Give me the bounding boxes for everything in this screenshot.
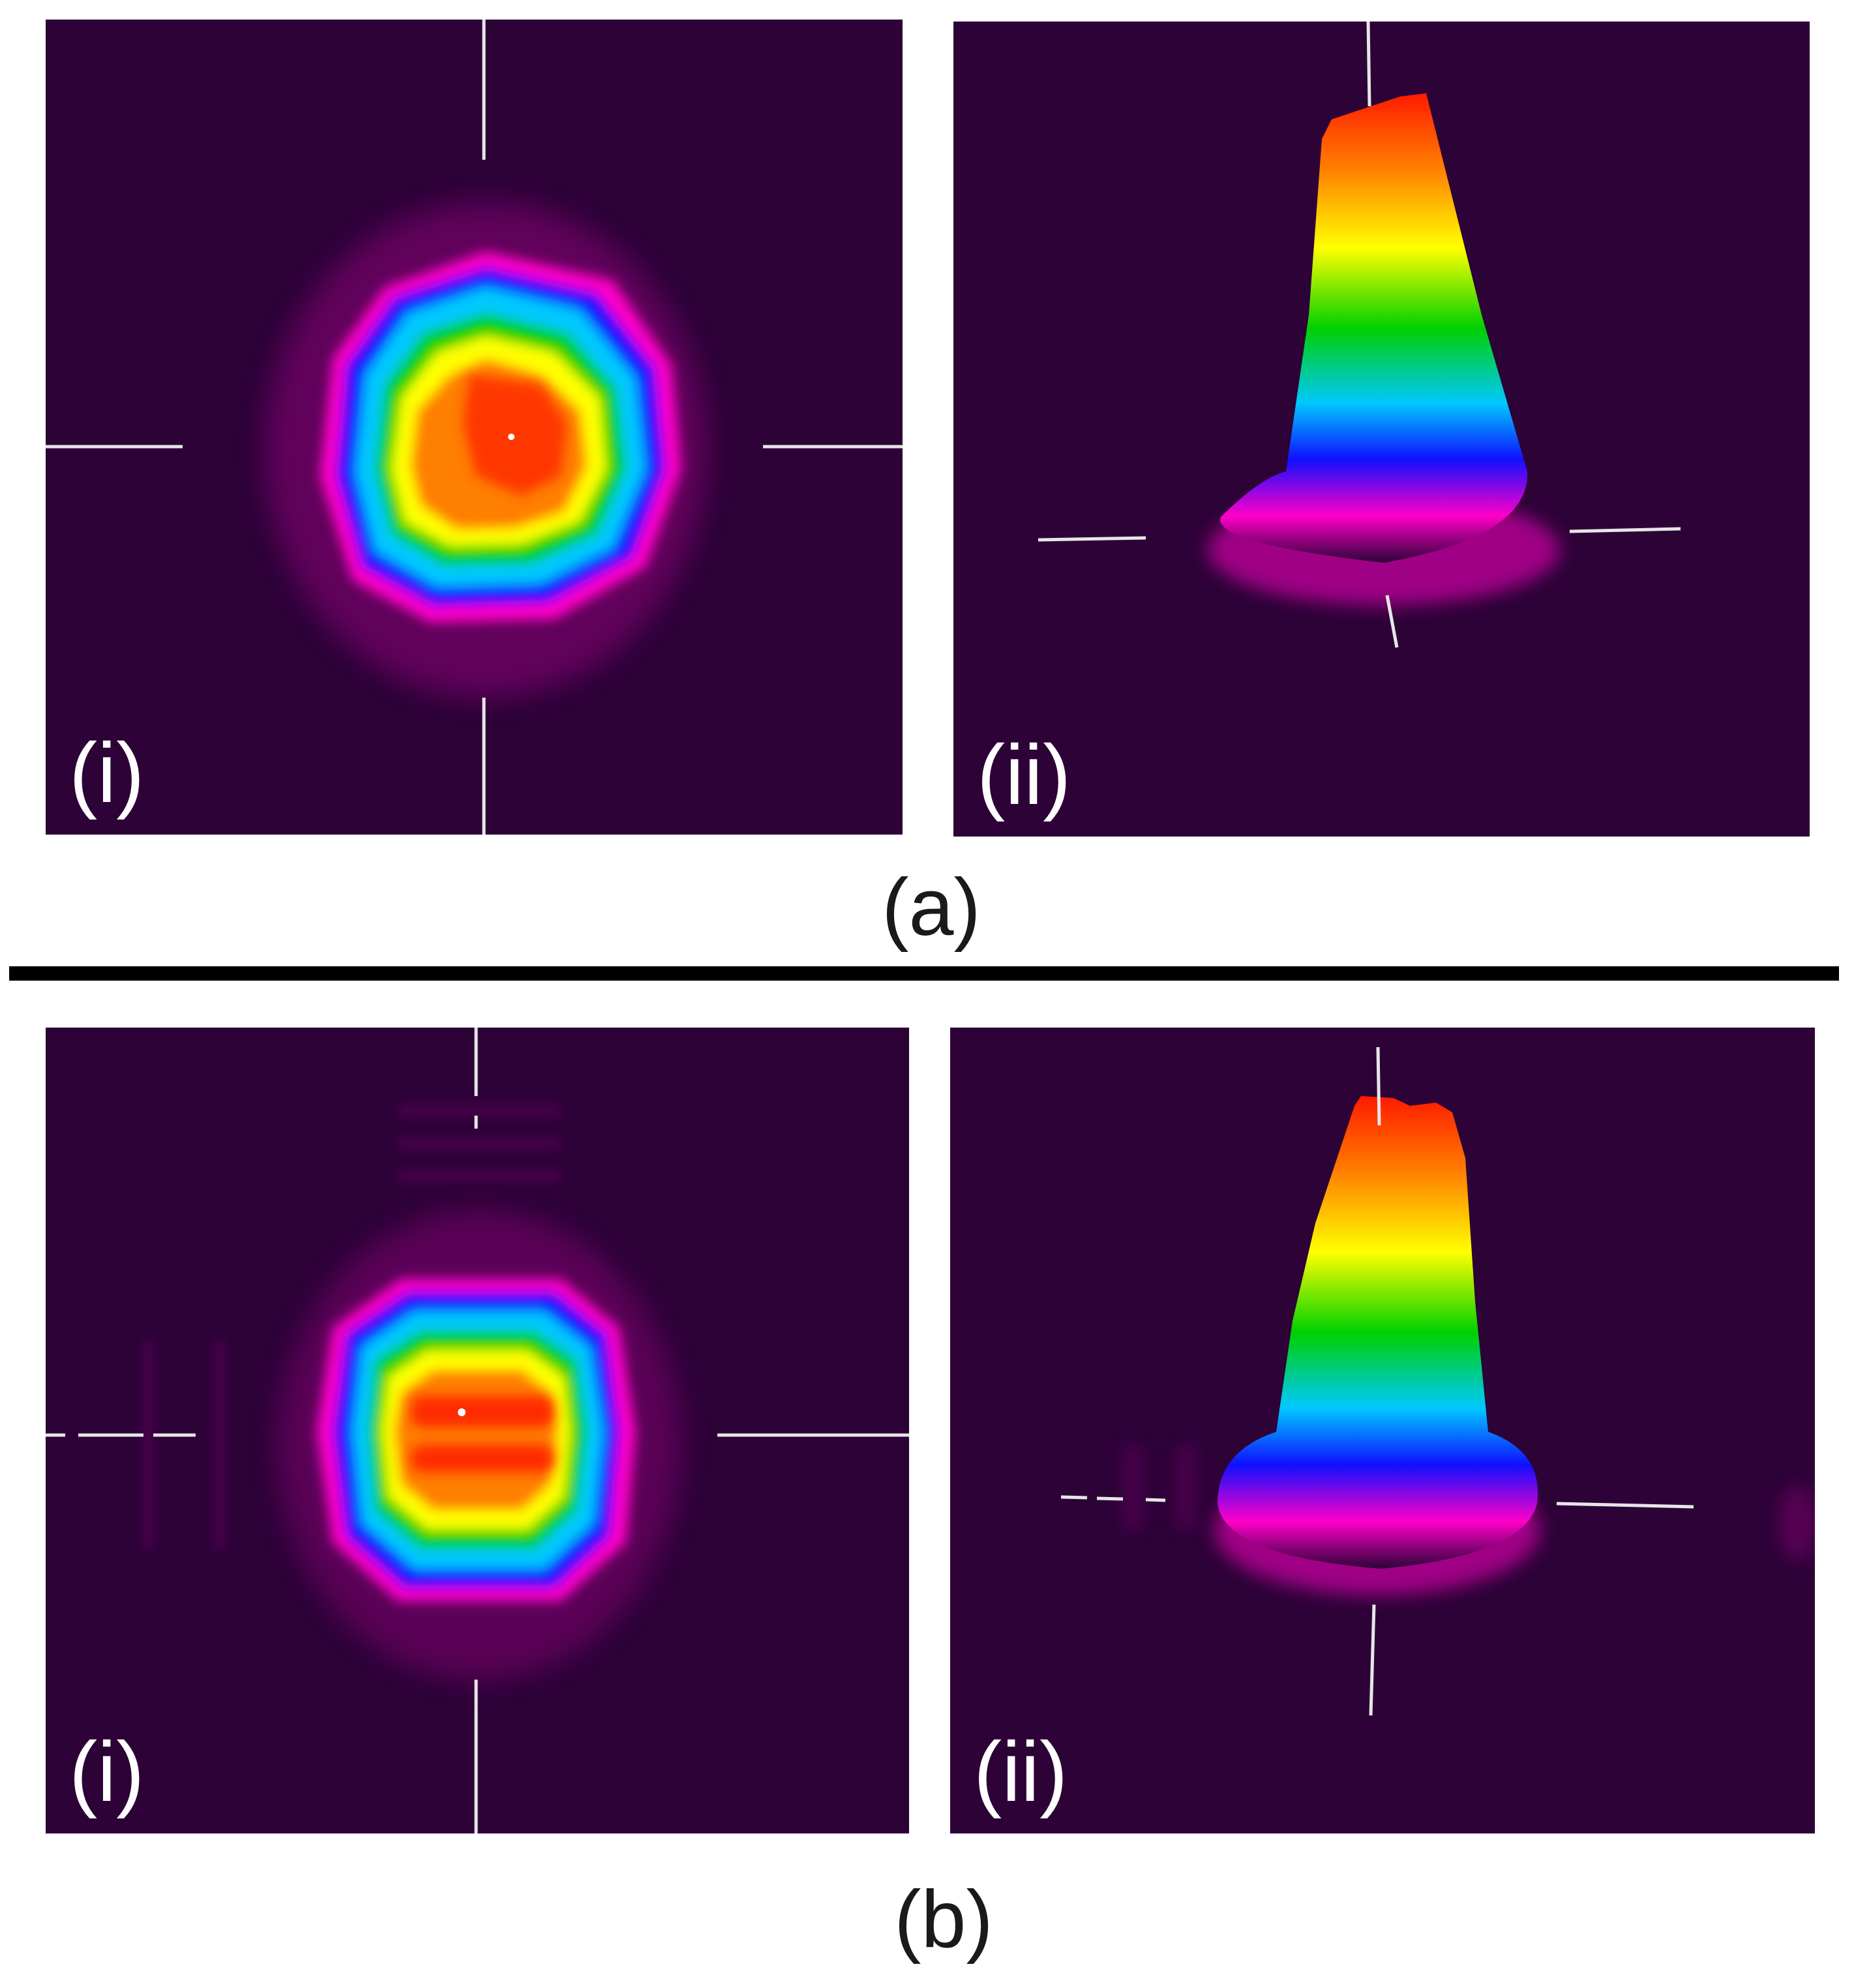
panel-label: (i) (69, 725, 145, 820)
panel-label: (ii) (977, 727, 1071, 822)
crosshair-ticks (46, 20, 903, 835)
crosshair-ticks (1060, 1046, 1694, 1716)
beam-profile-3d-b-image (1060, 1046, 1815, 1716)
group-divider (9, 966, 1839, 981)
beam-profile-3d-b: (ii) (950, 1028, 1815, 1833)
beam-profile-2d-b: (i) (46, 1028, 909, 1833)
crosshair-ticks (46, 1028, 909, 1833)
panel-label: (ii) (974, 1724, 1068, 1819)
beam-profile-3d-a-image (1038, 22, 1681, 648)
beam-profile-2d-a: (i) (46, 20, 903, 835)
figure-caption-a: (a) (882, 863, 981, 953)
beam-profile-3d-a: (ii) (953, 22, 1810, 837)
crosshair-ticks (1038, 22, 1681, 648)
panel-label: (i) (69, 1724, 145, 1819)
beam-profile-2d-a-image (46, 20, 903, 835)
figure-caption-b: (b) (894, 1875, 993, 1965)
beam-profile-2d-b-image (46, 1028, 909, 1833)
